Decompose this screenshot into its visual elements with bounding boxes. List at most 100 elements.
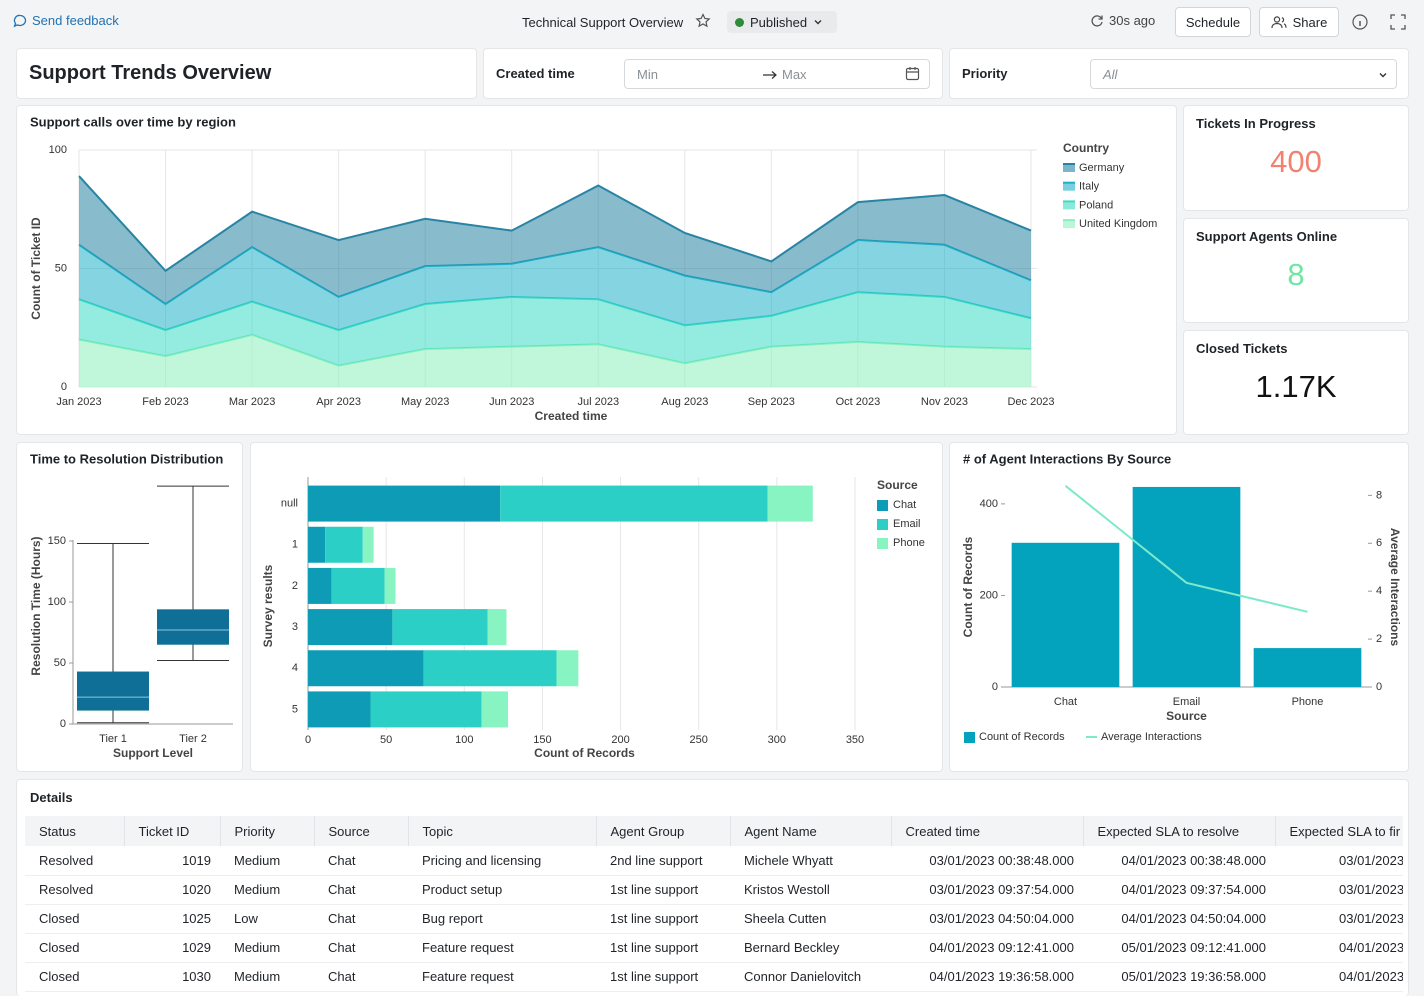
legend-label: United Kingdom — [1079, 218, 1157, 230]
area-fill — [79, 334, 1031, 387]
bar-segment — [331, 567, 385, 604]
bar-segment — [481, 691, 509, 728]
column-header: Priority — [219, 816, 314, 846]
y-tick-label: 2 — [292, 580, 298, 592]
y-tick-label: 100 — [48, 596, 66, 608]
y-tick-label: 200 — [980, 589, 998, 601]
kpi-card: Closed Tickets 1.17K — [1183, 330, 1409, 435]
box — [157, 609, 229, 645]
table-cell: 05/01/2023 19:36:58.000 — [1083, 962, 1275, 992]
table-cell: Closed — [25, 962, 124, 992]
priority-select[interactable]: All — [1090, 59, 1397, 89]
share-label[interactable]: Share — [1292, 14, 1328, 30]
x-tick-label: Jul 2023 — [577, 396, 619, 408]
favorite-star[interactable] — [695, 13, 711, 29]
axis-title: Count of Ticket ID — [29, 217, 43, 320]
table-cell: Resolved — [25, 875, 124, 905]
send-feedback[interactable]: Send feedback — [13, 13, 119, 28]
legend-title: Source — [877, 478, 918, 492]
x-tick-label: Email — [1173, 696, 1201, 708]
table-cell: 03/01/2023 — [1275, 846, 1403, 876]
calendar-icon[interactable] — [905, 66, 921, 82]
x-tick-label: 250 — [690, 734, 708, 746]
publish-status[interactable]: Published — [727, 11, 837, 33]
schedule-label[interactable]: Schedule — [1185, 14, 1241, 30]
legend-swatch — [877, 500, 888, 511]
legend-swatch — [1063, 201, 1075, 210]
status-dot — [735, 17, 744, 27]
table-cell: Product setup — [408, 875, 596, 905]
table-cell: Pricing and licensing — [408, 846, 596, 876]
legend-swatch — [1063, 220, 1075, 229]
table-cell: 1st line support — [596, 933, 730, 963]
column-header: Ticket ID — [123, 816, 220, 846]
table-cell: 1st line support — [596, 962, 730, 992]
chevron — [1379, 73, 1387, 78]
x-tick-label: Phone — [1292, 696, 1324, 708]
kpi-value: 1.17K — [1255, 369, 1337, 404]
legend-label: Poland — [1079, 199, 1113, 211]
table-cell: Low — [220, 904, 314, 934]
table-cell: Medium — [220, 962, 314, 992]
chart-title: Time to Resolution Distribution — [30, 451, 223, 466]
table-cell: Chat — [314, 875, 408, 905]
x-tick-label: 150 — [533, 734, 551, 746]
combo-chart-card: # of Agent Interactions By Source 0 200 400… — [949, 442, 1409, 772]
column-header: Expected SLA to fir — [1274, 816, 1403, 846]
legend-label: Chat — [893, 499, 916, 511]
table-row: Closed 1029 Medium Chat Feature request 1st l… — [25, 933, 1403, 963]
x-tick-label: 100 — [455, 734, 473, 746]
schedule-button[interactable]: Schedule — [1175, 7, 1251, 37]
axis-title: Created time — [535, 409, 608, 423]
kpi-value: 8 — [1287, 257, 1305, 292]
y2-tick-label: 8 — [1376, 489, 1382, 501]
area-chart-card: Support calls over time by region 0 50 100 J… — [16, 105, 1177, 435]
table-cell: 04/01/2023 — [1275, 933, 1403, 963]
kpi-title: Tickets In Progress — [1196, 116, 1316, 131]
select-value[interactable]: All — [1103, 67, 1118, 82]
box-chart: Time to Resolution Distribution 0 50 100 150… — [29, 451, 233, 760]
feedback-label[interactable]: Send feedback — [32, 13, 119, 28]
table-cell: 03/01/2023 04:50:04.000 — [891, 904, 1083, 934]
y-tick-label: 50 — [54, 657, 66, 669]
chevron — [814, 20, 822, 25]
details-card: Details Status Ticket ID Priority Source Top… — [16, 779, 1409, 996]
column-header: Topic — [407, 816, 596, 846]
info-icon[interactable] — [1351, 13, 1369, 31]
y-tick-label: 150 — [48, 535, 66, 547]
table-cell: 03/01/2023 — [1275, 904, 1403, 934]
bar-segment — [308, 691, 371, 728]
min-placeholder[interactable]: Min — [637, 67, 658, 82]
box-chart-card: Time to Resolution Distribution 0 50 100 150… — [16, 442, 243, 772]
x-tick-label: May 2023 — [401, 396, 449, 408]
table-row: Closed 1025 Low Chat Bug report 1st line supp… — [25, 904, 1403, 934]
bar-segment — [500, 485, 768, 522]
share-button[interactable]: Share — [1259, 7, 1339, 37]
x-tick-label: Tier 2 — [179, 733, 207, 745]
table-cell: 2nd line support — [596, 846, 730, 876]
y-tick-label: 4 — [292, 662, 298, 674]
table-cell: Kristos Westoll — [730, 875, 891, 905]
table-cell: 1020 — [124, 875, 220, 905]
table-cell: Bernard Beckley — [730, 933, 891, 963]
table-cell: Medium — [220, 875, 314, 905]
fullscreen-icon[interactable] — [1390, 14, 1406, 30]
column-header: Status — [25, 816, 124, 846]
x-tick-label: Sep 2023 — [748, 396, 795, 408]
x-tick-label: Apr 2023 — [316, 396, 361, 408]
table-cell: Chat — [314, 904, 408, 934]
priority-filter: Priority All — [949, 48, 1409, 99]
status-label: Published — [750, 14, 808, 30]
dashboard-name: Technical Support Overview — [522, 15, 684, 30]
max-placeholder[interactable]: Max — [782, 67, 807, 82]
table-cell: 1025 — [124, 904, 220, 934]
bar-chart-card: 0 50 100 150 200 250 300 350 null 1 2 3 4 5 Count of R… — [250, 442, 943, 772]
date-range-input[interactable]: Min Max — [624, 59, 930, 89]
column-header: Agent Group — [595, 816, 730, 846]
table-cell: 1st line support — [596, 875, 730, 905]
bar-segment — [308, 609, 393, 646]
kpi-card: Tickets In Progress 400 — [1183, 105, 1409, 211]
refresh-status[interactable]: 30s ago — [1090, 13, 1155, 28]
table-cell: 03/01/2023 — [1275, 875, 1403, 905]
